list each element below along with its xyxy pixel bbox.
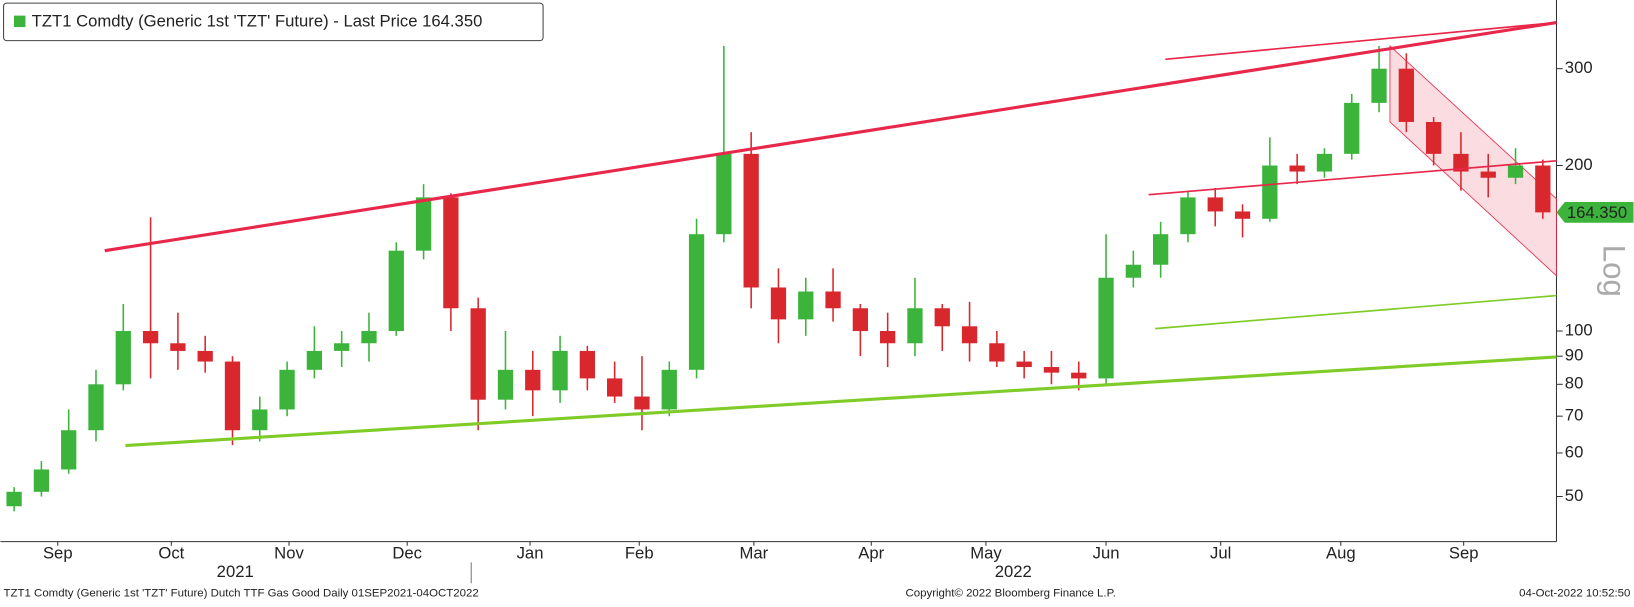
- candle-body: [1535, 165, 1551, 213]
- candle-body: [1453, 153, 1469, 172]
- candle-body: [1371, 68, 1387, 103]
- candle-body: [1289, 165, 1305, 172]
- candle-body: [1507, 165, 1524, 178]
- candle-body: [1425, 121, 1442, 154]
- y-tick-label: 50: [1565, 486, 1584, 505]
- channel: [1389, 44, 1557, 277]
- candle-body: [6, 491, 22, 507]
- candle-body: [470, 308, 486, 400]
- candle-body: [1043, 367, 1060, 373]
- candle-body: [1125, 264, 1141, 278]
- x-tick-label: Aug: [1326, 543, 1356, 562]
- candle-body: [197, 350, 213, 362]
- y-tick-label: 90: [1565, 346, 1584, 365]
- y-tick-label: 100: [1565, 320, 1593, 339]
- candle-body: [142, 331, 159, 344]
- candle-body: [334, 343, 350, 351]
- x-tick-label: Sep: [1449, 543, 1479, 562]
- candle-body: [443, 197, 459, 309]
- candle-body: [497, 369, 514, 400]
- title-box: [3, 2, 544, 42]
- candle-body: [388, 250, 404, 332]
- x-tick-label: Oct: [158, 543, 184, 562]
- candle-body: [88, 384, 104, 431]
- trendline: [125, 355, 1557, 448]
- candle-body: [224, 361, 241, 431]
- x-tick-label: Feb: [625, 543, 654, 562]
- footer-right: 04-Oct-2022 10:52:50: [1519, 588, 1630, 600]
- candle-body: [688, 234, 705, 370]
- candle-body: [634, 396, 650, 410]
- candle-body: [880, 331, 896, 344]
- x-tick-label: Jun: [1093, 543, 1120, 562]
- candle-body: [798, 291, 814, 320]
- candle-body: [279, 369, 295, 410]
- y-tick-label: 200: [1565, 155, 1593, 174]
- legend-swatch: [13, 15, 26, 28]
- candle-body: [934, 308, 950, 327]
- candle-body: [1016, 361, 1032, 368]
- candle-body: [1180, 197, 1196, 235]
- candle-body: [1207, 197, 1223, 212]
- x-tick-label: Jan: [517, 543, 544, 562]
- candle-body: [361, 331, 377, 344]
- candle-body: [552, 350, 568, 391]
- candle-body: [1098, 277, 1114, 379]
- x-tick-label: Nov: [274, 543, 304, 562]
- candle-body: [907, 308, 923, 344]
- trendline: [104, 20, 1557, 253]
- candle-body: [61, 430, 77, 470]
- candle-body: [743, 153, 759, 288]
- trendline: [1165, 21, 1557, 61]
- x-tick-label: Apr: [858, 543, 884, 562]
- chart-title: TZT1 Comdty (Generic 1st 'TZT' Future) -…: [32, 11, 483, 30]
- last-price-badge: [1556, 201, 1634, 223]
- x-tick-label: Sep: [43, 543, 73, 562]
- candle-body: [770, 287, 787, 320]
- candle-body: [170, 343, 186, 351]
- candle-body: [1071, 372, 1087, 379]
- candle-body: [1344, 102, 1360, 154]
- candle-body: [852, 308, 869, 332]
- candle-body: [825, 291, 841, 309]
- year-label: 2022: [995, 562, 1032, 581]
- last-price-label: 164.350: [1567, 203, 1627, 222]
- x-tick-label: Dec: [392, 543, 422, 562]
- candle-body: [989, 343, 1005, 362]
- trendline: [1148, 159, 1557, 196]
- candle-body: [1316, 153, 1333, 172]
- candle-body: [1234, 211, 1251, 219]
- x-tick-label: Mar: [740, 543, 769, 562]
- footer-left: TZT1 Comdty (Generic 1st 'TZT' Future) D…: [4, 588, 479, 600]
- trendline: [1155, 294, 1557, 330]
- scale-label: Log: [1596, 245, 1631, 297]
- candle-body: [1480, 171, 1496, 178]
- candle-body: [579, 350, 596, 379]
- candle-body: [1398, 68, 1414, 122]
- footer-center: Copyright© 2022 Bloomberg Finance L.P.: [906, 588, 1116, 600]
- y-tick-label: 70: [1565, 406, 1584, 425]
- candle-body: [607, 378, 623, 397]
- year-label: 2021: [217, 562, 254, 581]
- candle-body: [33, 469, 50, 492]
- candle-body: [252, 409, 268, 431]
- x-tick-label: Jul: [1210, 543, 1231, 562]
- candle-body: [115, 331, 131, 385]
- candle-body: [525, 369, 541, 391]
- y-tick-label: 60: [1565, 442, 1584, 461]
- candle-body: [961, 326, 978, 344]
- candle-body: [415, 197, 432, 251]
- x-tick-label: May: [970, 543, 1002, 562]
- candle-body: [1153, 234, 1169, 265]
- candle-body: [1262, 165, 1278, 219]
- y-tick-label: 300: [1565, 58, 1593, 77]
- candle-body: [716, 153, 732, 235]
- candle-body: [661, 369, 677, 410]
- candle-body: [306, 350, 323, 370]
- y-tick-label: 80: [1565, 374, 1584, 393]
